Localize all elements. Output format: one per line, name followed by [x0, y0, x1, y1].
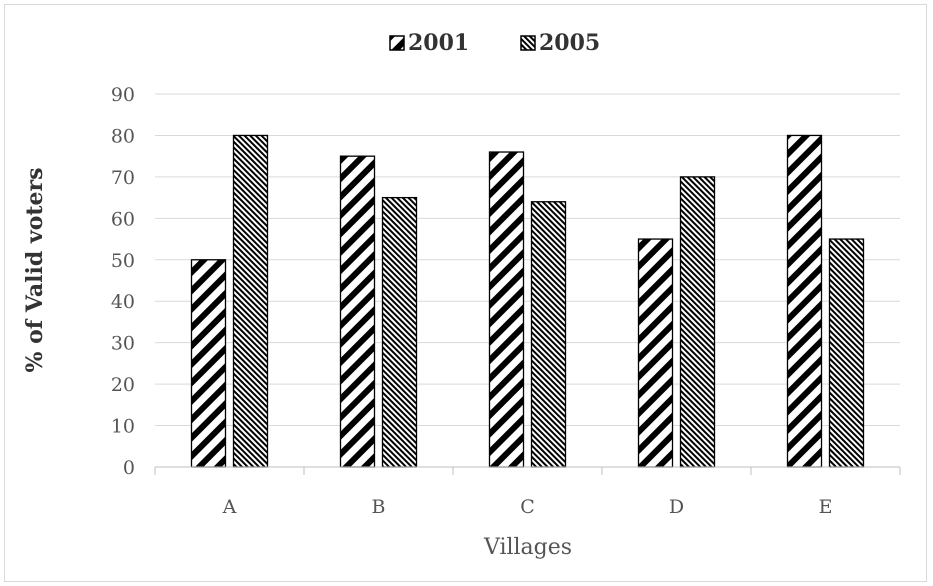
bar-2005-C	[530, 201, 567, 468]
y-axis-title: % of Valid voters	[22, 167, 48, 372]
x-tick-label: B	[372, 496, 386, 518]
bars	[190, 134, 865, 468]
y-tick-labels: 0 10 20 30 40 50 60 70 80 90	[111, 84, 135, 479]
y-tick-label: 60	[111, 208, 135, 230]
x-tick-label: E	[819, 496, 833, 518]
bar-2001-B	[339, 155, 376, 468]
bar-2001-C	[488, 151, 525, 468]
legend-item-2001: 2001	[389, 30, 469, 56]
legend-label: 2005	[539, 30, 600, 56]
y-tick-label: 70	[111, 167, 135, 189]
bar-2001-E	[786, 134, 823, 468]
legend-swatch	[520, 35, 536, 51]
bar-2005-B	[381, 196, 418, 468]
bar-2001-A	[190, 259, 227, 468]
bar-2001-D	[637, 238, 674, 468]
y-tick-label: 40	[111, 291, 135, 313]
x-axis-title: Villages	[483, 535, 572, 560]
y-tick-label: 0	[123, 457, 135, 479]
chart-frame	[4, 4, 927, 582]
x-axis	[154, 466, 901, 475]
x-tick-labels: A B C D E	[222, 496, 833, 518]
x-tick-label: A	[222, 496, 237, 518]
bar-2005-D	[679, 176, 716, 468]
bar-2005-A	[232, 134, 269, 468]
legend-swatch	[389, 35, 405, 51]
y-tick-label: 90	[111, 84, 135, 106]
y-tick-label: 10	[111, 416, 135, 438]
y-tick-label: 20	[111, 374, 135, 396]
x-tick-label: C	[520, 496, 535, 518]
bar-2005-E	[828, 238, 865, 468]
x-tick-label: D	[669, 496, 684, 518]
y-tick-label: 80	[111, 125, 135, 147]
legend-label: 2001	[408, 30, 469, 56]
legend-item-2005: 2005	[520, 30, 600, 56]
gridlines	[155, 93, 900, 427]
y-tick-label: 30	[111, 333, 135, 355]
y-tick-label: 50	[111, 250, 135, 272]
legend: 2001 2005	[389, 30, 600, 56]
